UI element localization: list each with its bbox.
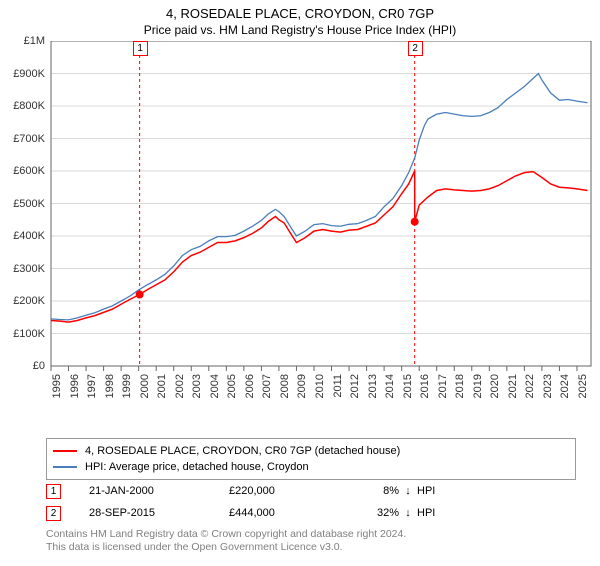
legend-label: 4, ROSEDALE PLACE, CROYDON, CR0 7GP (det… — [85, 445, 400, 457]
x-tick-label: 2011 — [332, 374, 344, 414]
y-tick-label: £1M — [24, 35, 45, 47]
event-delta: 8% — [339, 485, 399, 497]
chart-svg — [3, 41, 597, 411]
legend-row: 4, ROSEDALE PLACE, CROYDON, CR0 7GP (det… — [53, 443, 569, 459]
legend-swatch — [53, 450, 77, 452]
x-tick-label: 1998 — [104, 374, 116, 414]
event-date: 21-JAN-2000 — [89, 485, 229, 497]
x-tick-label: 2013 — [367, 374, 379, 414]
footnote-line-2: This data is licensed under the Open Gov… — [46, 541, 406, 554]
x-tick-label: 1995 — [51, 374, 63, 414]
event-suffix: HPI — [417, 507, 457, 519]
x-tick-label: 2012 — [349, 374, 361, 414]
x-tick-label: 1999 — [121, 374, 133, 414]
event-price: £444,000 — [229, 507, 339, 519]
events-table: 1 21-JAN-2000£220,0008%↓HPI 2 28-SEP-2015£4… — [46, 480, 457, 524]
chart-area: £0 £100K £200K £300K £400K £500K £600K £700K £80… — [3, 41, 597, 411]
y-tick-label: £300K — [13, 263, 45, 275]
y-tick-label: £900K — [13, 68, 45, 80]
y-tick-label: £700K — [13, 133, 45, 145]
y-tick-label: £800K — [13, 100, 45, 112]
down-arrow-icon: ↓ — [399, 507, 417, 519]
x-tick-label: 2008 — [279, 374, 291, 414]
x-tick-label: 2020 — [489, 374, 501, 414]
down-arrow-icon: ↓ — [399, 485, 417, 497]
legend: 4, ROSEDALE PLACE, CROYDON, CR0 7GP (det… — [46, 438, 576, 480]
x-tick-label: 2019 — [472, 374, 484, 414]
x-tick-label: 2000 — [139, 374, 151, 414]
x-tick-label: 2010 — [314, 374, 326, 414]
x-tick-label: 2006 — [244, 374, 256, 414]
y-tick-label: £400K — [13, 230, 45, 242]
x-tick-label: 2025 — [577, 374, 589, 414]
x-tick-label: 2017 — [437, 374, 449, 414]
x-tick-label: 2022 — [524, 374, 536, 414]
y-tick-label: £0 — [33, 360, 45, 372]
legend-row: HPI: Average price, detached house, Croy… — [53, 459, 569, 475]
x-tick-label: 2015 — [402, 374, 414, 414]
chart-title: 4, ROSEDALE PLACE, CROYDON, CR0 7GP — [0, 6, 600, 21]
y-tick-label: £500K — [13, 198, 45, 210]
event-delta: 32% — [339, 507, 399, 519]
event-flag: 1 — [133, 41, 148, 56]
x-tick-label: 2021 — [507, 374, 519, 414]
legend-label: HPI: Average price, detached house, Croy… — [85, 461, 309, 473]
x-tick-label: 2024 — [559, 374, 571, 414]
chart-titles: 4, ROSEDALE PLACE, CROYDON, CR0 7GP Pric… — [0, 6, 600, 37]
event-number: 1 — [46, 484, 61, 499]
x-tick-label: 2016 — [419, 374, 431, 414]
event-suffix: HPI — [417, 485, 457, 497]
x-tick-label: 2004 — [209, 374, 221, 414]
x-tick-label: 2001 — [156, 374, 168, 414]
y-tick-label: £600K — [13, 165, 45, 177]
footnote: Contains HM Land Registry data © Crown c… — [46, 528, 406, 554]
x-tick-label: 2009 — [296, 374, 308, 414]
x-tick-label: 1996 — [69, 374, 81, 414]
y-tick-label: £100K — [13, 328, 45, 340]
legend-swatch — [53, 466, 77, 468]
x-tick-label: 2023 — [542, 374, 554, 414]
event-table-row: 2 28-SEP-2015£444,00032%↓HPI — [46, 502, 457, 524]
chart-subtitle: Price paid vs. HM Land Registry's House … — [0, 23, 600, 37]
x-tick-label: 1997 — [86, 374, 98, 414]
x-tick-label: 2018 — [454, 374, 466, 414]
event-flag: 2 — [408, 41, 423, 56]
event-number: 2 — [46, 506, 61, 521]
x-tick-label: 2005 — [226, 374, 238, 414]
event-table-row: 1 21-JAN-2000£220,0008%↓HPI — [46, 480, 457, 502]
x-tick-label: 2014 — [384, 374, 396, 414]
event-date: 28-SEP-2015 — [89, 507, 229, 519]
x-tick-label: 2007 — [261, 374, 273, 414]
x-tick-label: 2003 — [191, 374, 203, 414]
x-tick-label: 2002 — [174, 374, 186, 414]
event-price: £220,000 — [229, 485, 339, 497]
footnote-line-1: Contains HM Land Registry data © Crown c… — [46, 528, 406, 541]
y-tick-label: £200K — [13, 295, 45, 307]
